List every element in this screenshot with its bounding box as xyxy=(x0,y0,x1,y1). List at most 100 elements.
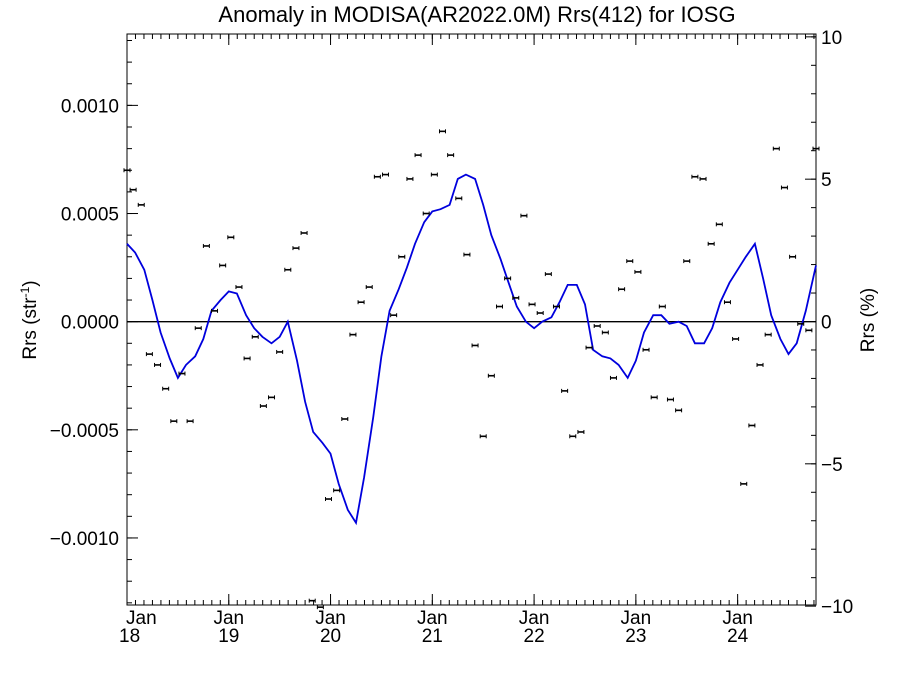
y2-tick-label: 10 xyxy=(821,28,842,49)
data-point xyxy=(251,334,259,339)
x-tick-label-year: 18 xyxy=(119,626,140,647)
data-point xyxy=(145,352,153,357)
data-point xyxy=(194,326,202,331)
data-point xyxy=(756,362,764,367)
y2-tick-label: −5 xyxy=(821,455,843,476)
data-point xyxy=(650,395,658,400)
data-point xyxy=(585,345,593,350)
x-tick-label-year: 22 xyxy=(524,626,545,647)
data-point xyxy=(780,185,788,190)
data-point xyxy=(316,605,324,610)
x-tick-label-year: 21 xyxy=(422,626,443,647)
data-point xyxy=(219,263,227,268)
x-tick-label-year: 20 xyxy=(320,626,341,647)
y-axis-left: −0.0010 −0.0005 0.0000 0.0005 0.0010 xyxy=(50,39,138,604)
data-point xyxy=(430,172,438,177)
data-point xyxy=(691,174,699,179)
y-tick-label: −0.0010 xyxy=(50,529,119,550)
y-axis-label-left: Rrs (str-1) xyxy=(18,280,41,359)
x-tick-label-year: 19 xyxy=(218,626,239,647)
data-point xyxy=(772,146,780,151)
x-tick-label-month: Jan xyxy=(621,608,652,629)
data-point xyxy=(357,300,365,305)
data-point xyxy=(471,343,479,348)
data-point xyxy=(137,202,145,207)
data-point xyxy=(268,395,276,400)
plot-frame xyxy=(126,33,817,606)
x-tick-label-month: Jan xyxy=(315,608,346,629)
y-axis-label-left-close: ) xyxy=(20,280,41,286)
data-point xyxy=(561,388,569,393)
y-tick-label: 0.0005 xyxy=(61,205,119,226)
data-point xyxy=(675,408,683,413)
data-point xyxy=(528,302,536,307)
data-point xyxy=(544,272,552,277)
y2-tick-label: −10 xyxy=(821,597,853,618)
y-axis-label-left-sup: -1 xyxy=(18,286,32,297)
data-point xyxy=(683,259,691,264)
data-point xyxy=(520,213,528,218)
data-point xyxy=(382,172,390,177)
data-point xyxy=(455,196,463,201)
data-point xyxy=(805,328,813,333)
y-axis-label-right: Rrs (%) xyxy=(858,288,879,352)
data-point xyxy=(552,304,560,309)
data-point xyxy=(154,362,162,367)
x-tick-label-month: Jan xyxy=(722,608,753,629)
data-point xyxy=(601,330,609,335)
data-point xyxy=(748,423,756,428)
data-point xyxy=(341,416,349,421)
data-point xyxy=(390,313,398,318)
y-tick-label: 0.0000 xyxy=(61,313,119,334)
data-point xyxy=(812,146,820,151)
data-point xyxy=(447,153,455,158)
data-point xyxy=(398,254,406,259)
data-point xyxy=(129,187,137,192)
data-point xyxy=(170,419,178,424)
x-tick-label-month: Jan xyxy=(519,608,550,629)
data-point xyxy=(202,243,210,248)
data-point xyxy=(308,598,316,603)
data-point xyxy=(463,252,471,257)
data-point xyxy=(577,429,585,434)
data-point xyxy=(438,129,446,134)
data-point xyxy=(259,404,267,409)
data-points-layer xyxy=(123,129,820,610)
data-point xyxy=(536,311,544,316)
data-point xyxy=(422,211,430,216)
data-point xyxy=(300,230,308,235)
data-point xyxy=(789,254,797,259)
data-point xyxy=(642,347,650,352)
y2-tick-label: 0 xyxy=(821,312,832,333)
data-point xyxy=(479,434,487,439)
data-point xyxy=(764,332,772,337)
y-tick-label: 0.0010 xyxy=(61,96,119,117)
data-point xyxy=(243,356,251,361)
x-tick-label-month: Jan xyxy=(417,608,448,629)
data-point xyxy=(227,235,235,240)
data-point xyxy=(365,285,373,290)
data-point xyxy=(609,375,617,380)
data-point xyxy=(740,481,748,486)
data-point xyxy=(732,336,740,341)
data-point xyxy=(414,153,422,158)
data-point xyxy=(797,321,805,326)
data-point xyxy=(284,267,292,272)
data-point xyxy=(333,488,341,493)
smoothed-anomaly-line xyxy=(126,173,817,526)
data-point xyxy=(325,497,333,502)
data-point xyxy=(707,241,715,246)
data-point xyxy=(162,386,170,391)
plot-border xyxy=(126,33,817,606)
chart-title: Anomaly in MODISA(AR2022.0M) Rrs(412) fo… xyxy=(218,2,735,27)
y-tick-label: −0.0005 xyxy=(50,421,119,442)
data-point xyxy=(123,168,131,173)
data-point xyxy=(349,332,357,337)
x-tick-label-month: Jan xyxy=(213,608,244,629)
data-point xyxy=(487,373,495,378)
y-axis-right: −10 −5 0 5 10 xyxy=(805,28,853,618)
x-tick-label-year: 24 xyxy=(727,626,749,647)
data-point xyxy=(292,246,300,251)
